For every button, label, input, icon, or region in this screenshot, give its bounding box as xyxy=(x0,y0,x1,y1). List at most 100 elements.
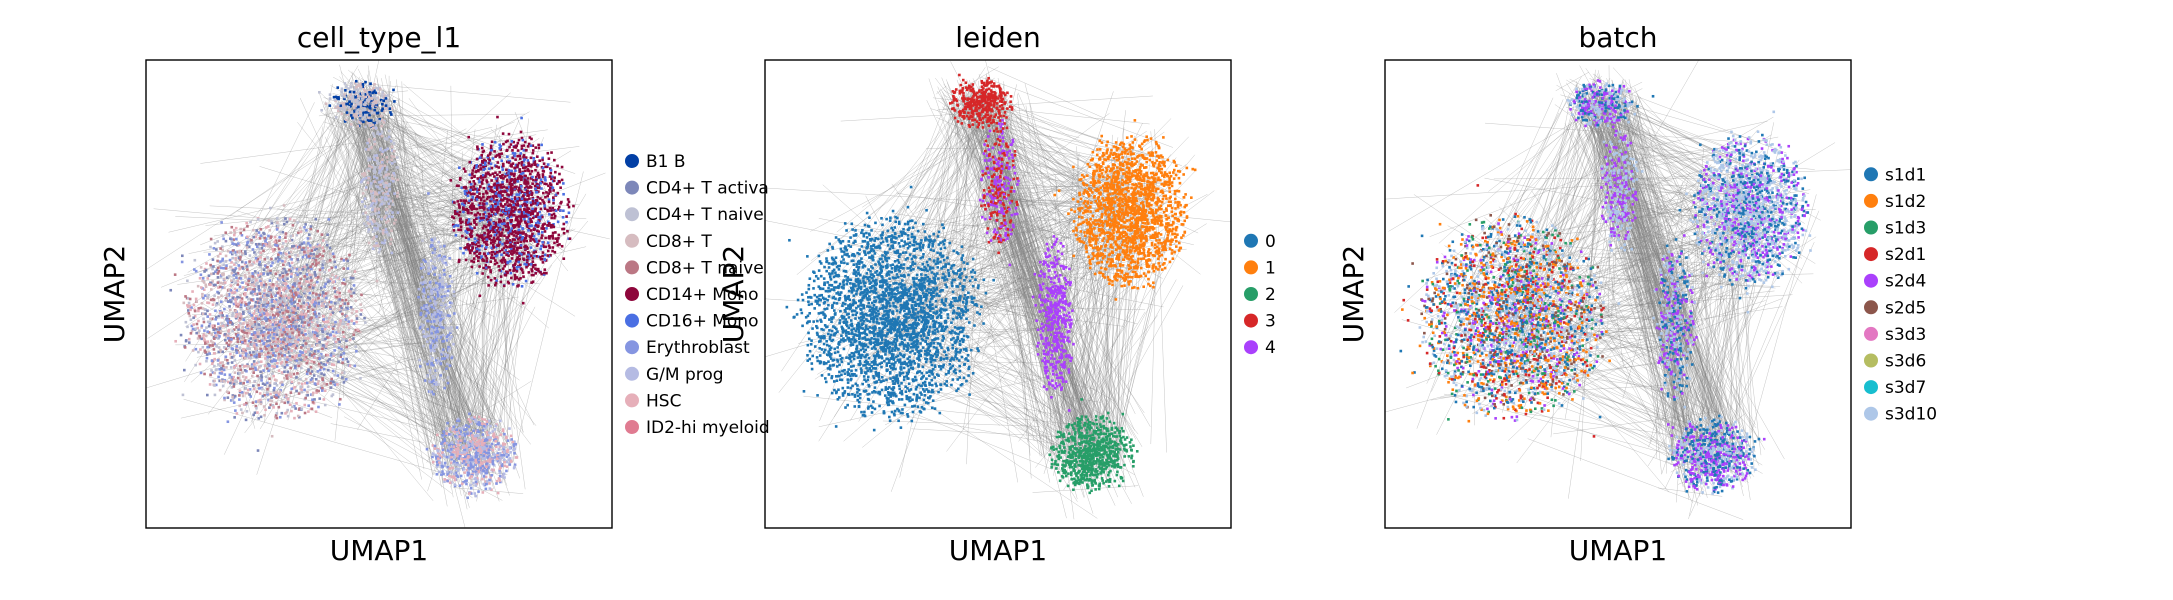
cell-point xyxy=(256,297,259,301)
cell-point xyxy=(523,212,526,216)
cell-point xyxy=(516,284,519,288)
cell-point xyxy=(290,267,293,271)
cell-point xyxy=(251,275,254,278)
cell-point xyxy=(496,183,500,187)
cell-point xyxy=(268,304,272,308)
edge xyxy=(350,106,420,347)
cell-point xyxy=(240,297,244,300)
cell-point xyxy=(313,335,316,338)
cell-point xyxy=(236,302,240,306)
edge xyxy=(183,398,456,477)
cell-point xyxy=(465,190,468,193)
cell-point xyxy=(233,291,237,294)
cell-point xyxy=(244,352,248,355)
cell-point xyxy=(525,209,528,212)
cell-point xyxy=(328,252,332,255)
cell-point xyxy=(276,306,280,309)
cell-point xyxy=(297,408,301,411)
cell-point xyxy=(267,343,271,347)
cell-point xyxy=(520,172,523,176)
cell-point xyxy=(230,386,234,389)
cell-point xyxy=(294,272,298,276)
cell-point xyxy=(546,194,550,198)
cell-point xyxy=(255,331,259,335)
edge xyxy=(429,270,483,461)
cell-point xyxy=(516,163,519,167)
cell-point xyxy=(311,308,315,312)
cell-point xyxy=(501,228,505,231)
cell-point xyxy=(301,318,304,322)
edge xyxy=(362,114,528,197)
cell-point xyxy=(467,221,470,224)
cell-point xyxy=(294,346,298,350)
cell-point xyxy=(257,314,260,318)
cell-point xyxy=(499,194,502,198)
edge xyxy=(373,105,503,212)
cell-point xyxy=(275,323,279,326)
cell-point xyxy=(282,315,286,319)
cell-point xyxy=(289,269,293,273)
cell-point xyxy=(343,302,347,305)
cell-point xyxy=(253,270,257,273)
cell-point xyxy=(315,293,318,296)
edge xyxy=(384,160,479,460)
cell-point xyxy=(261,321,264,325)
cell-point xyxy=(303,358,307,361)
cell-point xyxy=(301,304,305,308)
cell-point xyxy=(293,309,297,312)
cell-point xyxy=(318,273,322,276)
cell-point xyxy=(496,161,500,164)
cell-point xyxy=(551,231,555,235)
cell-point xyxy=(220,221,223,224)
cell-point xyxy=(531,196,535,200)
cell-point xyxy=(233,269,237,272)
cell-point xyxy=(313,352,316,355)
edge xyxy=(308,253,431,342)
cell-point xyxy=(503,175,507,178)
edge xyxy=(384,74,468,456)
cell-point xyxy=(310,333,313,337)
cell-point xyxy=(283,267,286,271)
cell-point xyxy=(509,143,513,146)
cell-point xyxy=(545,191,548,194)
cell-point xyxy=(478,180,481,184)
cell-point xyxy=(486,228,490,232)
cell-point xyxy=(223,307,226,311)
cell-point xyxy=(270,342,274,346)
cell-point xyxy=(296,340,300,344)
cell-point xyxy=(241,267,245,270)
edge xyxy=(383,234,448,426)
cell-point xyxy=(289,375,293,379)
cell-point xyxy=(244,401,248,405)
cell-point xyxy=(524,203,527,207)
cell-point xyxy=(274,340,278,344)
cell-point xyxy=(289,337,293,340)
edge xyxy=(389,200,448,507)
cell-point xyxy=(520,212,523,216)
cell-point xyxy=(280,371,284,374)
cell-point xyxy=(248,351,252,354)
cell-point xyxy=(497,207,501,211)
cell-point xyxy=(253,284,256,288)
cell-point xyxy=(534,267,537,270)
cell-point xyxy=(304,345,308,349)
edge xyxy=(458,306,536,455)
cell-point xyxy=(332,354,336,358)
cell-point xyxy=(325,342,329,346)
cell-point xyxy=(236,314,240,317)
cell-point xyxy=(330,394,334,398)
cell-point xyxy=(232,396,236,399)
cell-point xyxy=(470,227,474,230)
cell-point xyxy=(479,176,482,180)
cell-point xyxy=(328,333,332,337)
cell-point xyxy=(509,189,513,192)
cell-point xyxy=(320,389,324,392)
cell-point xyxy=(215,368,218,371)
edge xyxy=(350,104,430,307)
cell-point xyxy=(304,336,308,340)
cell-point xyxy=(224,260,227,263)
cell-point xyxy=(281,311,285,315)
cell-point xyxy=(529,246,533,249)
cell-point xyxy=(497,265,501,268)
cell-point xyxy=(206,301,209,304)
